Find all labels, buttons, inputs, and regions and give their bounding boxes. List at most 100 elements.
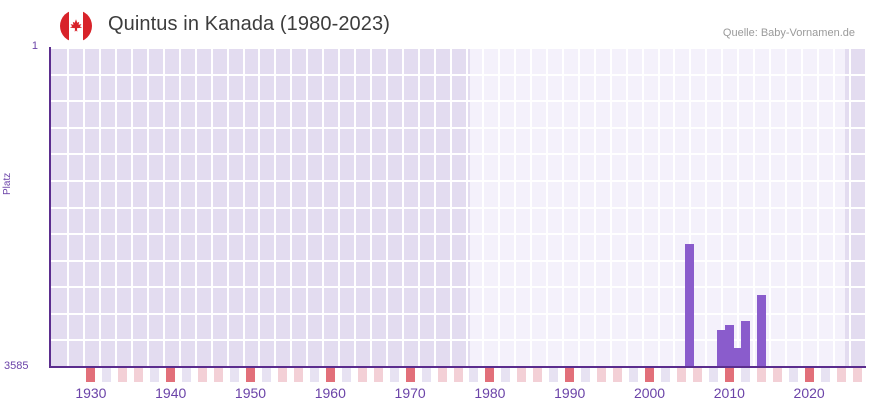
x-tick-minor [421,368,431,382]
x-axis-tick-label: 1980 [474,385,506,401]
bar[interactable] [716,329,726,366]
bar[interactable] [756,295,766,366]
grid-line-vertical [593,47,596,366]
bar[interactable] [732,347,742,366]
x-tick-minor [293,368,303,382]
grid-line-vertical [801,47,804,366]
x-tick-minor [134,368,144,382]
grid-line-vertical [210,47,213,366]
x-tick-minor [517,368,527,382]
grid-line-vertical [465,47,468,366]
grid-line-vertical [577,47,580,366]
grid-line-vertical [769,47,772,366]
grid-line-vertical [162,47,165,366]
grid-line-vertical [545,47,548,366]
grid-line-vertical [705,47,708,366]
grid-line-horizontal [51,74,865,76]
grid-line-horizontal [51,339,865,341]
x-axis-tick-label: 2000 [633,385,666,401]
x-tick-minor [182,368,192,382]
y-axis-bottom-label: 3585 [4,360,29,372]
x-tick-major [485,368,495,382]
grid-line-vertical [194,47,197,366]
x-tick-major [166,368,176,382]
grid-line-vertical [82,47,85,366]
grid-line-vertical [737,47,740,366]
x-tick-minor [660,368,670,382]
flag-band-left [60,10,69,42]
grid-line-vertical [178,47,181,366]
grid-line-vertical [641,47,644,366]
x-axis-tick-label: 1970 [394,385,426,401]
x-tick-minor [820,368,830,382]
x-tick-minor [357,368,367,382]
chart-header: Quintus in Kanada (1980-2023) Quelle: Ba… [0,0,873,46]
x-tick-minor [277,368,287,382]
x-tick-major [86,368,96,382]
x-tick-minor [788,368,798,382]
grid-line-vertical [785,47,788,366]
x-axis-tick-label: 2010 [713,385,745,401]
grid-line-vertical [450,47,453,366]
grid-line-vertical [513,47,516,366]
x-tick-minor [230,368,240,382]
grid-line-vertical [657,47,660,366]
grid-line-vertical [689,47,692,366]
grid-line-vertical [402,47,405,366]
page-title: Quintus in Kanada (1980-2023) [108,13,390,35]
x-tick-minor [836,368,846,382]
grid-line-horizontal [51,47,865,49]
grid-line-vertical [338,47,341,366]
grid-line-horizontal [51,127,865,129]
x-tick-minor [756,368,766,382]
grid-line-vertical [609,47,612,366]
x-tick-minor [118,368,128,382]
x-tick-minor [549,368,559,382]
x-axis-tick-label: 1940 [155,385,187,401]
x-tick-major [565,368,575,382]
x-tick-minor [150,368,160,382]
x-axis-tick-label: 1960 [314,385,346,401]
grid-line-vertical [226,47,229,366]
grid-line-vertical [354,47,357,366]
x-tick-minor [772,368,782,382]
grid-line-vertical [146,47,149,366]
bar[interactable] [724,324,734,366]
x-tick-major [405,368,415,382]
grid-line-vertical [370,47,373,366]
grid-line-vertical [561,47,564,366]
x-axis-line [49,366,866,368]
x-tick-minor [581,368,591,382]
grid-line-vertical [849,47,852,366]
grid-line-vertical [817,47,820,366]
grid-line-vertical [497,47,500,366]
x-tick-major [645,368,655,382]
grid-line-vertical [673,47,676,366]
bar[interactable] [684,243,694,366]
x-tick-minor [198,368,208,382]
bar[interactable] [740,321,750,366]
maple-leaf-icon [69,19,83,32]
grid-line-vertical [625,47,628,366]
canada-flag-icon [60,10,92,42]
x-tick-major [804,368,814,382]
x-tick-minor [708,368,718,382]
grid-line-vertical [306,47,309,366]
x-tick-minor [501,368,511,382]
flag-band-right [83,10,92,42]
grid-line-horizontal [51,286,865,288]
grid-line-vertical [434,47,437,366]
grid-line-horizontal [51,153,865,155]
grid-line-vertical [322,47,325,366]
grid-line-vertical [242,47,245,366]
x-tick-minor [309,368,319,382]
x-tick-minor [597,368,607,382]
grid-line-horizontal [51,233,865,235]
x-tick-minor [692,368,702,382]
source-attribution: Quelle: Baby-Vornamen.de [722,27,855,39]
x-axis-tick-label: 1930 [75,385,107,401]
x-tick-minor [261,368,271,382]
x-tick-major [246,368,255,382]
x-tick-minor [852,368,862,382]
x-tick-minor [373,368,383,382]
